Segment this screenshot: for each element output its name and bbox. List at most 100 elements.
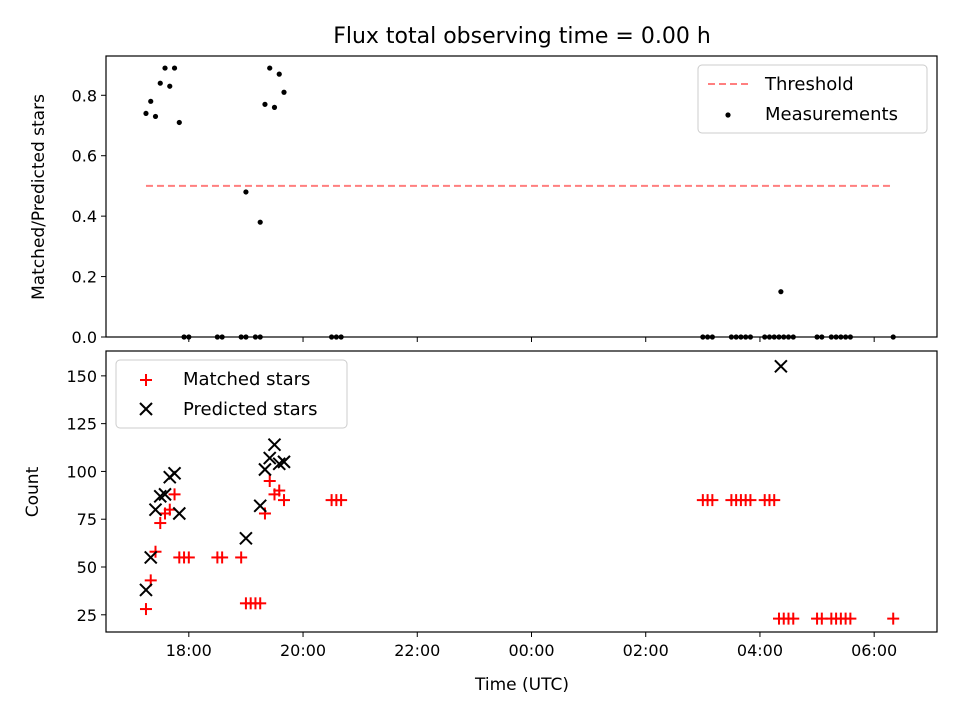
measurement-point [338,334,344,340]
measurement-point [762,334,768,340]
measurement-point [776,334,782,340]
measurement-point [267,65,273,71]
measurement-point [333,334,339,340]
legend-predicted-label: Predicted stars [183,399,317,420]
measurement-point [252,334,259,340]
measurement-point [281,89,287,95]
matched-stars-point [263,474,276,487]
predicted-stars-point [253,499,267,513]
measurement-point [276,71,282,77]
predicted-stars-point [139,583,153,597]
top-legend-box [697,64,928,134]
predicted-stars-point [267,437,282,452]
predicted-stars-point [158,487,172,502]
measurement-point [700,334,706,340]
matched-stars-point [182,551,195,564]
measurement-point [738,334,744,340]
predicted-stars-point [172,506,187,521]
matched-stars-point [154,517,167,530]
measurement-point [219,334,225,340]
predicted-stars-point [148,502,163,517]
matched-stars-point [706,494,719,507]
matched-stars-point [887,612,900,625]
matched-stars-point [139,603,152,616]
measurement-point [766,334,773,340]
y-tick-label: 0.8 [72,86,97,105]
measurement-point [771,334,777,340]
y-tick-label: 125 [66,415,97,434]
x-tick-label: 04:00 [737,641,783,660]
bottom-data-marks [139,359,900,625]
measurement-point [171,65,178,71]
measurement-point [785,334,792,340]
measurement-point [847,334,853,340]
legend-measurements-label: Measurements [765,104,898,125]
measurement-point [819,334,825,340]
bottom-y-axis-label: Count [23,466,43,517]
measurement-point [828,334,834,340]
measurement-point [733,334,739,340]
matched-stars-point [744,494,757,507]
measurement-point [833,334,839,340]
predicted-stars-point [239,531,253,546]
measurement-point [157,80,163,86]
chart-title: Flux total observing time = 0.00 h [333,24,711,49]
measurement-point [214,334,220,340]
y-tick-label: 0.2 [72,268,97,287]
matched-stars-point [235,551,248,564]
measurement-point [747,334,754,340]
measurement-point [167,83,173,89]
measurement-point [243,189,249,195]
legend-matched-swatch [140,374,152,386]
measurement-point [186,334,192,340]
y-tick-label: 25 [77,606,97,625]
measurement-point [271,104,278,110]
measurement-point [148,98,154,104]
measurement-point [243,334,249,340]
measurement-point [843,334,849,340]
bottom-legend-box [115,359,348,429]
predicted-stars-point [277,455,291,469]
matched-stars-point [216,551,229,564]
measurement-point [838,334,844,340]
measurement-point [152,113,159,120]
measurement-point [176,119,182,126]
x-axis-label: Time (UTC) [474,675,569,695]
measurement-point [778,289,784,295]
matched-stars-point [254,597,267,610]
legend-predicted-swatch [139,402,153,416]
y-tick-label: 150 [66,367,97,386]
measurement-point [743,334,749,340]
measurement-point [728,334,734,340]
measurement-point [814,334,820,340]
predicted-stars-point [144,550,158,565]
predicted-stars-point [258,462,272,477]
x-tick-label: 20:00 [280,641,326,660]
top-legend: Threshold Measurements [697,64,928,134]
predicted-stars-point [263,451,277,465]
y-tick-label: 100 [66,462,97,481]
x-tick-label: 02:00 [623,641,669,660]
measurement-point [890,334,896,340]
matched-stars-point [844,612,857,625]
measurement-point [257,334,263,340]
matched-stars-point [163,503,176,516]
measurement-point [328,334,335,340]
bottom-legend: Matched stars Predicted stars [115,359,348,429]
legend-threshold-label: Threshold [764,74,854,95]
top-y-axis-label: Matched/Predicted stars [29,94,49,300]
predicted-stars-point [774,359,788,373]
top-panel: 0.00.20.40.60.8 Matched/Predicted stars … [29,55,938,347]
y-tick-label: 75 [77,510,97,529]
legend-matched-label: Matched stars [183,369,310,390]
top-axis-ticks: 0.0 0.2 0.4 0.6 0.8 [72,86,875,347]
x-tick-label: 18:00 [166,641,212,660]
measurement-point [238,334,244,340]
measurement-point [162,65,168,71]
y-tick-label: 0.0 [72,328,97,347]
x-tick-label: 06:00 [851,641,897,660]
measurement-point [262,101,268,107]
y-tick-label: 0.6 [72,147,97,166]
top-data-marks [143,65,896,340]
